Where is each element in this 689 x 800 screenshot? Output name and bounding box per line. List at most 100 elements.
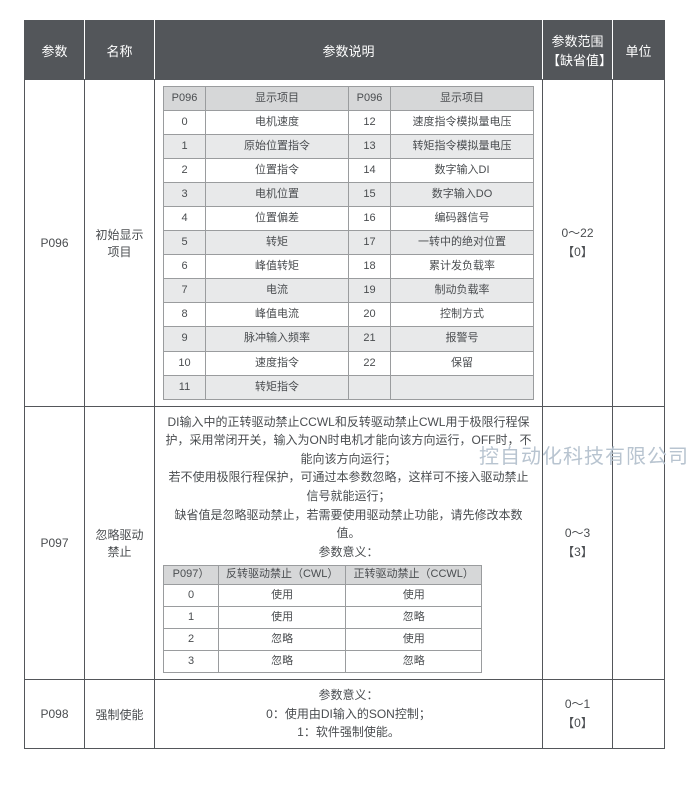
p097-cell: 使用 bbox=[219, 585, 346, 607]
p096-cell: 22 bbox=[349, 351, 391, 375]
p096-row: 7电流19制动负载率 bbox=[164, 279, 534, 303]
table-row: P097 忽略驱动禁止 DI输入中的正转驱动禁止CCWL和反转驱动禁止CWL用于… bbox=[25, 406, 665, 680]
p097-cell: 3 bbox=[164, 651, 219, 673]
p096-inner-table: P096 显示项目 P096 显示项目 0电机速度12速度指令模拟量电压1原始位… bbox=[163, 86, 534, 400]
p097-cell: 使用 bbox=[346, 585, 482, 607]
p096-hdr: P096 bbox=[349, 87, 391, 111]
p097-cell: 0 bbox=[164, 585, 219, 607]
p096-cell: 电机速度 bbox=[206, 111, 349, 135]
cell-param: P098 bbox=[25, 680, 85, 749]
cell-unit bbox=[613, 680, 665, 749]
table-row: P098 强制使能 参数意义：0：使用由DI输入的SON控制；1：软件强制使能。… bbox=[25, 680, 665, 749]
p097-cell: 忽略 bbox=[346, 651, 482, 673]
p097-cell: 使用 bbox=[346, 629, 482, 651]
p096-row: 8峰值电流20控制方式 bbox=[164, 303, 534, 327]
p097-inner-table: P097） 反转驱动禁止（CWL） 正转驱动禁止（CCWL） 0使用使用1使用忽… bbox=[163, 565, 482, 673]
cell-range: 0～3【3】 bbox=[543, 406, 613, 680]
p096-cell: 11 bbox=[164, 375, 206, 399]
p096-cell: 7 bbox=[164, 279, 206, 303]
p096-cell: 速度指令 bbox=[206, 351, 349, 375]
p096-cell: 编码器信号 bbox=[391, 207, 534, 231]
p096-cell: 1 bbox=[164, 135, 206, 159]
p096-row: 9脉冲输入频率21报警号 bbox=[164, 327, 534, 351]
p096-cell: 0 bbox=[164, 111, 206, 135]
p096-cell: 一转中的绝对位置 bbox=[391, 231, 534, 255]
p096-cell: 4 bbox=[164, 207, 206, 231]
table-row: P096 初始显示项目 P096 显示项目 P096 显示项目 0电机速度12速… bbox=[25, 80, 665, 407]
p096-cell: 15 bbox=[349, 183, 391, 207]
p096-cell: 脉冲输入频率 bbox=[206, 327, 349, 351]
header-name: 名称 bbox=[85, 21, 155, 80]
p096-hdr: 显示项目 bbox=[206, 87, 349, 111]
p096-row: 0电机速度12速度指令模拟量电压 bbox=[164, 111, 534, 135]
p097-cell: 使用 bbox=[219, 607, 346, 629]
p096-cell: 电流 bbox=[206, 279, 349, 303]
p096-cell: 控制方式 bbox=[391, 303, 534, 327]
header-param: 参数 bbox=[25, 21, 85, 80]
p097-hdr: 反转驱动禁止（CWL） bbox=[219, 566, 346, 585]
p097-row: 2忽略使用 bbox=[164, 629, 482, 651]
p096-cell: 6 bbox=[164, 255, 206, 279]
p096-row: 1原始位置指令13转矩指令模拟量电压 bbox=[164, 135, 534, 159]
p096-cell: 20 bbox=[349, 303, 391, 327]
p096-cell: 18 bbox=[349, 255, 391, 279]
p096-cell: 转矩指令模拟量电压 bbox=[391, 135, 534, 159]
p096-cell: 报警号 bbox=[391, 327, 534, 351]
p097-text: DI输入中的正转驱动禁止CCWL和反转驱动禁止CWL用于极限行程保护，采用常闭开… bbox=[163, 413, 534, 562]
p096-cell: 2 bbox=[164, 159, 206, 183]
p096-cell: 12 bbox=[349, 111, 391, 135]
p096-row: 11转矩指令 bbox=[164, 375, 534, 399]
cell-name: 忽略驱动禁止 bbox=[85, 406, 155, 680]
p096-row: 4位置偏差16编码器信号 bbox=[164, 207, 534, 231]
p097-cell: 忽略 bbox=[219, 629, 346, 651]
p097-hdr: 正转驱动禁止（CCWL） bbox=[346, 566, 482, 585]
p096-cell: 速度指令模拟量电压 bbox=[391, 111, 534, 135]
p096-cell: 14 bbox=[349, 159, 391, 183]
p096-cell: 21 bbox=[349, 327, 391, 351]
p096-cell: 数字输入DO bbox=[391, 183, 534, 207]
table-header-row: 参数 名称 参数说明 参数范围【缺省值】 单位 bbox=[25, 21, 665, 80]
p096-cell: 累计发负载率 bbox=[391, 255, 534, 279]
p096-hdr: 显示项目 bbox=[391, 87, 534, 111]
p097-row: 3忽略忽略 bbox=[164, 651, 482, 673]
p096-cell: 转矩 bbox=[206, 231, 349, 255]
p096-cell: 3 bbox=[164, 183, 206, 207]
header-desc: 参数说明 bbox=[155, 21, 543, 80]
p096-cell: 制动负载率 bbox=[391, 279, 534, 303]
p096-cell: 13 bbox=[349, 135, 391, 159]
p097-cell: 忽略 bbox=[219, 651, 346, 673]
p096-cell bbox=[349, 375, 391, 399]
cell-desc: DI输入中的正转驱动禁止CCWL和反转驱动禁止CWL用于极限行程保护，采用常闭开… bbox=[155, 406, 543, 680]
p096-cell: 16 bbox=[349, 207, 391, 231]
p096-cell: 峰值电流 bbox=[206, 303, 349, 327]
p096-row: 2位置指令14数字输入DI bbox=[164, 159, 534, 183]
p096-cell: 位置偏差 bbox=[206, 207, 349, 231]
header-range: 参数范围【缺省值】 bbox=[543, 21, 613, 80]
p098-text: 参数意义：0：使用由DI输入的SON控制；1：软件强制使能。 bbox=[163, 686, 534, 742]
header-unit: 单位 bbox=[613, 21, 665, 80]
p096-cell: 电机位置 bbox=[206, 183, 349, 207]
cell-name: 强制使能 bbox=[85, 680, 155, 749]
cell-desc: 参数意义：0：使用由DI输入的SON控制；1：软件强制使能。 bbox=[155, 680, 543, 749]
p096-cell bbox=[391, 375, 534, 399]
p096-row: 10速度指令22保留 bbox=[164, 351, 534, 375]
p096-row: 6峰值转矩18累计发负载率 bbox=[164, 255, 534, 279]
cell-range: 0～22【0】 bbox=[543, 80, 613, 407]
p097-cell: 忽略 bbox=[346, 607, 482, 629]
cell-param: P096 bbox=[25, 80, 85, 407]
p096-cell: 8 bbox=[164, 303, 206, 327]
p096-cell: 原始位置指令 bbox=[206, 135, 349, 159]
p097-row: 0使用使用 bbox=[164, 585, 482, 607]
cell-range: 0～1【0】 bbox=[543, 680, 613, 749]
cell-unit bbox=[613, 406, 665, 680]
p096-cell: 17 bbox=[349, 231, 391, 255]
cell-name: 初始显示项目 bbox=[85, 80, 155, 407]
p096-cell: 保留 bbox=[391, 351, 534, 375]
cell-unit bbox=[613, 80, 665, 407]
p096-cell: 峰值转矩 bbox=[206, 255, 349, 279]
p096-cell: 9 bbox=[164, 327, 206, 351]
p096-cell: 19 bbox=[349, 279, 391, 303]
p096-cell: 数字输入DI bbox=[391, 159, 534, 183]
p096-cell: 转矩指令 bbox=[206, 375, 349, 399]
p096-hdr: P096 bbox=[164, 87, 206, 111]
